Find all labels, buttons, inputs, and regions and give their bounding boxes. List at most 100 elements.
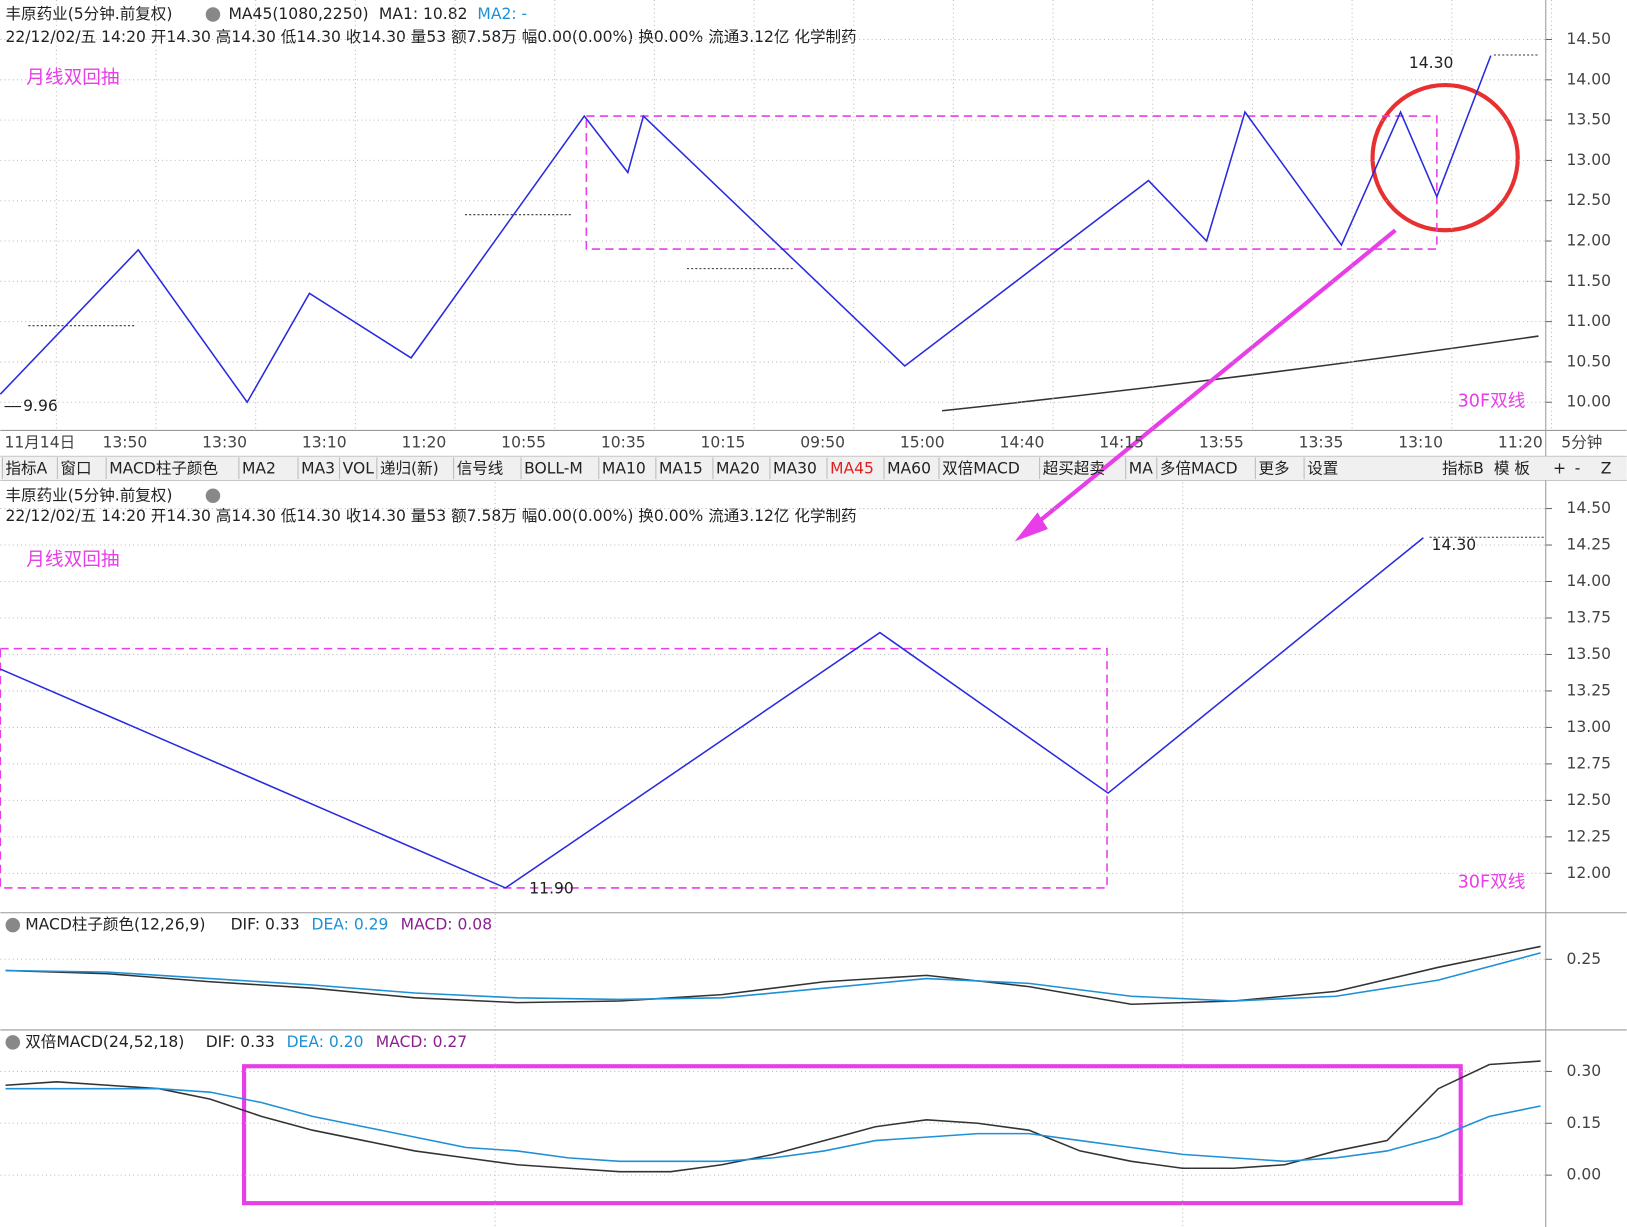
toolbar-button[interactable]: 窗口 — [60, 459, 91, 477]
x-tick-label: 13:30 — [202, 433, 247, 451]
high-label: 14.30 — [1409, 54, 1454, 72]
annotation-title: 月线双回抽 — [26, 67, 119, 88]
ma1-label: MA1: 10.82 — [379, 5, 468, 23]
toolbar-button[interactable]: 超买超卖 — [1043, 459, 1105, 477]
y-tick-label: 14.25 — [1567, 536, 1612, 554]
y-tick-label: 0.25 — [1567, 950, 1602, 968]
toolbar-button[interactable]: 双倍MACD — [942, 459, 1020, 477]
y-tick-label: 12.75 — [1567, 754, 1612, 772]
y-tick-label: 0.30 — [1567, 1062, 1602, 1080]
ma-curve — [942, 335, 1539, 412]
macd-label: MACD: 0.08 — [401, 916, 492, 934]
toolbar-button[interactable]: 模 板 — [1494, 459, 1530, 477]
toolbar-button[interactable]: MA20 — [716, 459, 760, 477]
toolbar-button[interactable]: 指标A — [6, 459, 48, 477]
toolbar-button[interactable]: MA — [1129, 459, 1153, 477]
indicator-line — [5, 1060, 1541, 1173]
highlight-box — [242, 1064, 1463, 1206]
x-tick-label: 11:20 — [1498, 433, 1543, 451]
toolbar-button[interactable]: Z — [1601, 459, 1612, 477]
dif-label: DIF: 0.33 — [231, 916, 300, 934]
indicator-line — [5, 945, 1541, 1006]
y-tick-label: 0.00 — [1567, 1166, 1602, 1184]
toolbar-button[interactable]: 递归(新) — [380, 459, 439, 477]
x-tick-label: 13:35 — [1299, 433, 1344, 451]
y-tick-label: 13.50 — [1567, 111, 1612, 129]
quote-info: 22/12/02/五 14:20 开14.30 高14.30 低14.30 收1… — [6, 28, 857, 46]
toolbar-button[interactable]: BOLL-M — [524, 459, 583, 477]
ma2-label: MA2: - — [477, 5, 527, 23]
annotation-note: 30F双线 — [1458, 872, 1526, 893]
dotted-levels — [28, 54, 1544, 538]
dea-label: DEA: 0.20 — [287, 1033, 364, 1051]
toolbar-button[interactable]: MA3 — [301, 459, 335, 477]
y-tick-label: 13.00 — [1567, 151, 1612, 169]
stock-name: 丰原药业(5分钟.前复权) — [6, 5, 173, 23]
low-label: 11.90 — [529, 879, 574, 897]
icon — [205, 488, 221, 504]
zigzag-line — [0, 55, 1492, 404]
x-tick-label: 09:50 — [800, 433, 845, 451]
quote-info: 22/12/02/五 14:20 开14.30 高14.30 低14.30 收1… — [6, 507, 857, 525]
macd-label: MACD: 0.27 — [376, 1033, 467, 1051]
y-tick-label: 14.00 — [1567, 70, 1612, 88]
x-tick-label: 13:50 — [103, 433, 148, 451]
toolbar-button[interactable]: MA10 — [602, 459, 646, 477]
indicator-title: MACD柱子颜色(12,26,9) — [25, 916, 205, 934]
toolbar-button[interactable]: 设置 — [1307, 459, 1338, 477]
y-tick-label: 11.50 — [1567, 272, 1612, 290]
dea-label: DEA: 0.29 — [311, 916, 388, 934]
y-tick-label: 12.25 — [1567, 827, 1612, 845]
icon — [205, 7, 221, 22]
toolbar-button[interactable]: 指标B — [1442, 459, 1484, 477]
y-tick-label: 11.00 — [1567, 312, 1612, 330]
toolbar-button[interactable]: MA45 — [830, 459, 874, 477]
toolbar-button[interactable]: - — [1575, 459, 1581, 477]
y-tick-label: 13.75 — [1567, 608, 1612, 626]
icon — [5, 917, 21, 933]
toolbar-button[interactable]: MA15 — [659, 459, 703, 477]
indicator-line — [5, 1087, 1541, 1163]
x-tick-label: 14:40 — [1000, 433, 1045, 451]
x-tick-label: 13:10 — [1398, 433, 1443, 451]
annotation-title: 月线双回抽 — [26, 550, 119, 571]
toolbar-button[interactable]: MA2 — [242, 459, 276, 477]
x-tick-label: 10:15 — [701, 433, 746, 451]
toolbar-button[interactable]: MA30 — [773, 459, 817, 477]
ma45-label: MA45(1080,2250) — [229, 5, 369, 23]
dif-label: DIF: 0.33 — [206, 1033, 275, 1051]
toolbar-button[interactable]: MA60 — [887, 459, 931, 477]
toolbar-button[interactable]: 更多 — [1258, 459, 1289, 477]
y-tick-label: 14.00 — [1567, 572, 1612, 590]
arrow — [1014, 228, 1397, 542]
stock-name: 丰原药业(5分钟.前复权) — [6, 486, 173, 504]
toolbar-button[interactable]: 信号线 — [457, 459, 504, 477]
y-tick-label: 12.00 — [1567, 232, 1612, 250]
toolbar-button[interactable]: + — [1553, 459, 1566, 477]
toolbar-button[interactable]: VOL — [343, 459, 375, 477]
zigzag-line — [0, 537, 1424, 889]
x-tick-label: 11:20 — [402, 433, 447, 451]
x-tick-label: 10:35 — [601, 433, 646, 451]
range-box — [585, 115, 1438, 250]
range-box — [0, 647, 1108, 889]
toolbar-button[interactable]: MACD柱子颜色 — [109, 459, 218, 477]
y-tick-label: 0.15 — [1567, 1114, 1602, 1132]
headers: 丰原药业(5分钟.前复权) MA45(1080,2250) MA1: 10.82… — [6, 5, 1603, 525]
highlight-circle — [1370, 82, 1520, 233]
x-tick-label: 10:55 — [501, 433, 546, 451]
y-tick-label: 13.25 — [1567, 681, 1612, 699]
y-tick-label: 10.50 — [1567, 352, 1612, 370]
indicator-title: 双倍MACD(24,52,18) — [25, 1033, 184, 1051]
x-tick-label: 13:10 — [302, 433, 347, 451]
y-tick-label: 14.50 — [1567, 499, 1612, 517]
toolbar-button[interactable]: 多倍MACD — [1160, 459, 1238, 477]
indicator-line — [5, 952, 1541, 1002]
y-tick-label: 10.00 — [1567, 393, 1612, 411]
x-tick-label: 11月14日 — [4, 433, 75, 451]
x-tick-label: 15:00 — [900, 433, 945, 451]
icon — [5, 1035, 21, 1050]
